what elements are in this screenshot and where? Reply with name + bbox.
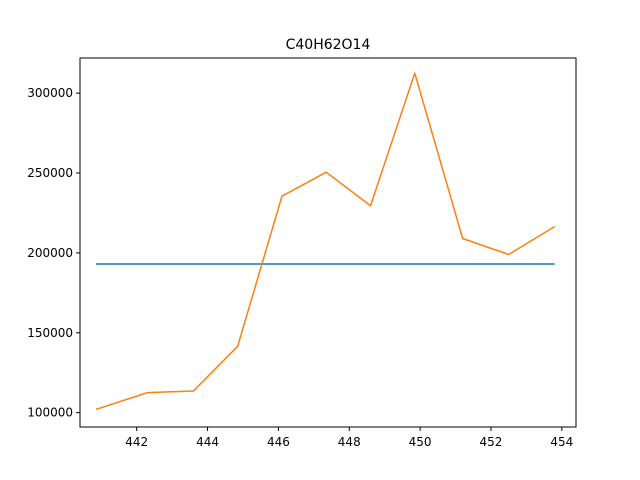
series-layer [95, 72, 556, 411]
y-tick-label: 300000 [27, 86, 73, 100]
y-tick-label: 200000 [27, 246, 73, 260]
y-axis: 100000 150000 200000 250000 300000 [27, 86, 80, 420]
series-line-2 [95, 72, 556, 411]
y-tick-label: 150000 [27, 326, 73, 340]
x-axis: 442 444 446 448 450 452 454 [125, 427, 573, 449]
x-tick-label: 452 [480, 435, 503, 449]
x-tick-label: 448 [338, 435, 361, 449]
x-tick-label: 442 [125, 435, 148, 449]
x-tick-label: 450 [409, 435, 432, 449]
chart-title: C40H62O14 [286, 37, 371, 53]
plot-frame [79, 57, 577, 428]
y-tick-label: 100000 [27, 406, 73, 420]
x-tick-label: 446 [267, 435, 290, 449]
y-tick-label: 250000 [27, 166, 73, 180]
x-tick-label: 454 [550, 435, 573, 449]
x-tick-label: 444 [196, 435, 219, 449]
